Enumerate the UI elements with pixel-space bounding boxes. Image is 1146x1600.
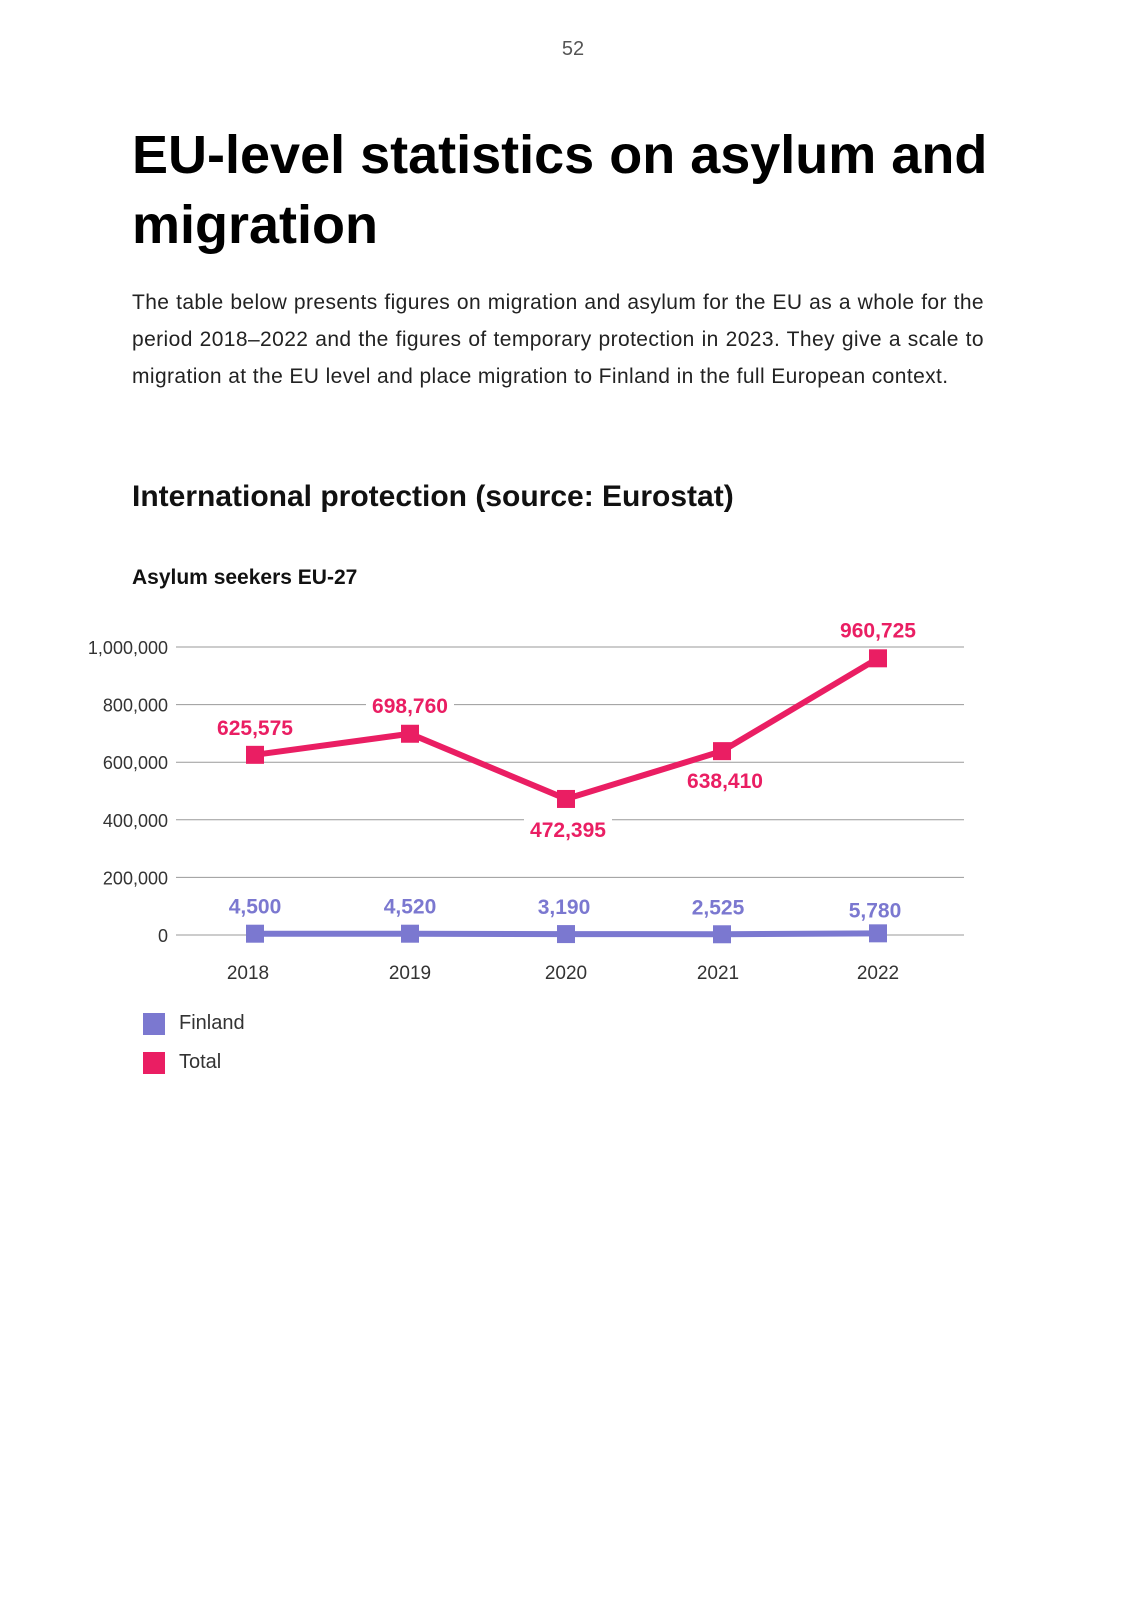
y-tick-label: 600,000 (103, 753, 168, 773)
data-label-total: 960,725 (840, 619, 916, 642)
data-label-finland: 4,500 (229, 896, 282, 919)
chart-data-labels: 625,575 698,760 472,395 638,410 960,725 4,500… (211, 618, 922, 923)
data-label-total: 638,410 (687, 770, 763, 793)
legend-swatch-total (143, 1051, 165, 1074)
data-label-finland: 3,190 (538, 896, 591, 919)
intro-paragraph: The table below presents figures on migr… (132, 291, 984, 388)
x-tick-label: 2019 (389, 963, 431, 984)
data-point-total (713, 742, 731, 761)
page-title: EU-level statistics on asylum and migrat… (132, 125, 988, 255)
x-tick-label: 2021 (697, 963, 739, 984)
data-point-finland (713, 925, 731, 944)
x-tick-label: 2020 (545, 963, 587, 984)
data-label-background (211, 715, 299, 740)
data-point-total (557, 789, 575, 808)
x-tick-label: 2018 (227, 963, 269, 984)
data-label-total: 698,760 (372, 695, 448, 718)
data-label-background (831, 898, 919, 923)
asylum-seekers-line-chart: 0 200,000 400,000 600,000 800,000 1,000,000 2… (88, 618, 964, 984)
data-point-finland (401, 924, 419, 943)
data-label-finland: 5,780 (849, 899, 902, 922)
x-axis-tick-labels: 2018 2019 2020 2021 2022 (227, 963, 899, 984)
data-point-total (246, 745, 264, 764)
data-point-finland (557, 925, 575, 944)
data-label-finland: 2,525 (692, 896, 745, 919)
data-point-finland (246, 924, 264, 943)
legend-swatch-finland (143, 1012, 165, 1035)
legend-item-total: Total (143, 1043, 245, 1082)
chart-series (246, 649, 887, 944)
series-line-total (252, 655, 881, 802)
data-label-background (674, 895, 762, 920)
data-point-total (401, 724, 419, 743)
data-label-total: 472,395 (530, 819, 606, 842)
data-point-total (869, 649, 887, 668)
data-label-background (211, 894, 299, 919)
chart-legend: Finland Total (143, 1004, 245, 1082)
y-tick-label: 200,000 (103, 868, 168, 888)
data-point-finland (869, 924, 887, 943)
data-label-background (524, 817, 612, 842)
data-label-total: 625,575 (217, 717, 293, 740)
legend-item-finland: Finland (143, 1004, 245, 1043)
data-label-background (681, 769, 769, 794)
legend-label-total: Total (179, 1051, 222, 1073)
page-number: 52 (561, 38, 585, 60)
legend-label-finland: Finland (179, 1012, 245, 1034)
y-axis-tick-labels: 0 200,000 400,000 600,000 800,000 1,000,000 (88, 638, 168, 946)
data-label-background (366, 693, 454, 718)
section-title: International protection (source: Eurost… (132, 480, 734, 513)
x-tick-label: 2022 (857, 963, 899, 984)
data-label-background (366, 894, 454, 919)
y-tick-label: 1,000,000 (88, 638, 168, 658)
data-label-background (834, 618, 922, 643)
chart-title: Asylum seekers EU-27 (132, 566, 358, 589)
y-tick-label: 0 (158, 926, 168, 946)
y-tick-label: 800,000 (103, 696, 168, 716)
data-label-finland: 4,520 (384, 896, 437, 919)
y-tick-label: 400,000 (103, 811, 168, 831)
data-label-background (520, 895, 608, 920)
